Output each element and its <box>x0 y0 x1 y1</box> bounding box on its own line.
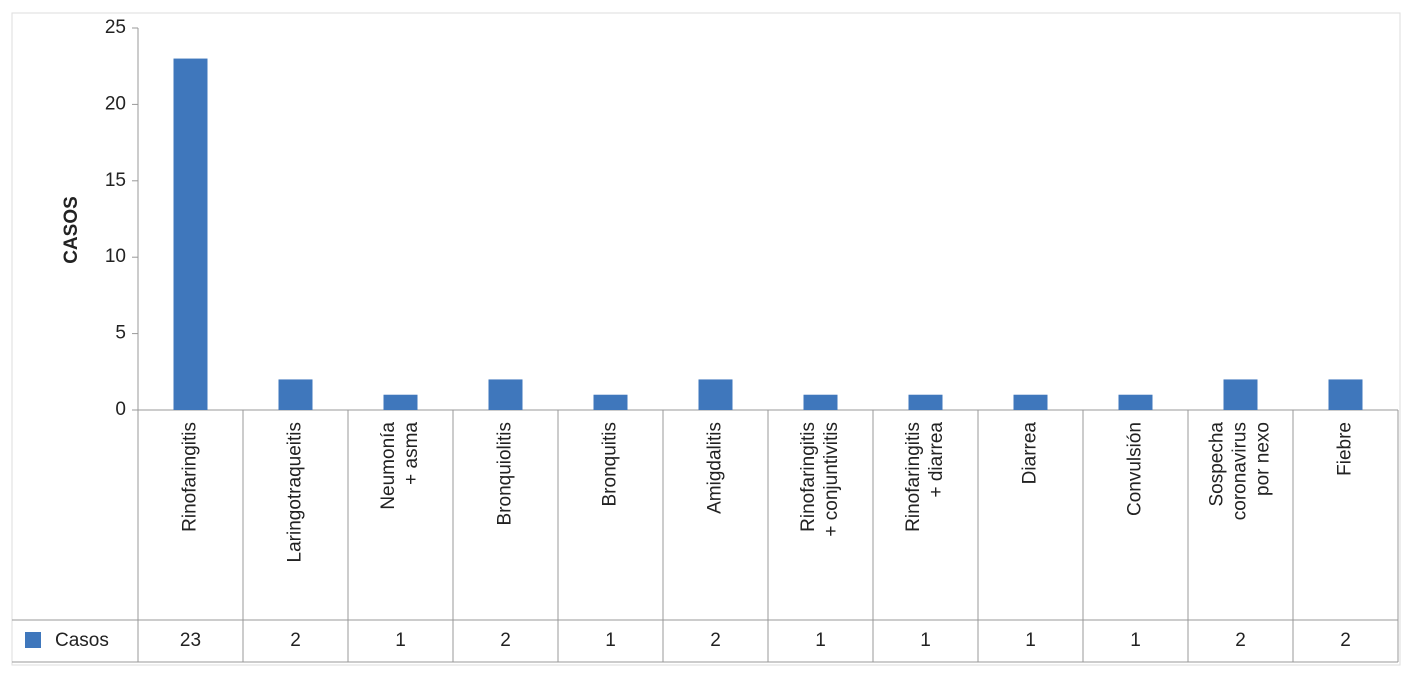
table-value: 1 <box>395 630 406 651</box>
x-tick-label: Fiebre <box>1335 422 1356 476</box>
y-tick-label: 15 <box>105 170 126 191</box>
table-value: 1 <box>815 630 826 651</box>
bar <box>1013 394 1048 410</box>
table-value: 1 <box>1025 630 1036 651</box>
table-value: 2 <box>710 630 721 651</box>
x-tick-label: Diarrea <box>1020 422 1041 485</box>
bar <box>1118 394 1153 410</box>
x-tick-label: Convulsión <box>1125 422 1146 516</box>
table-value: 2 <box>1235 630 1246 651</box>
y-tick-label: 20 <box>105 93 126 114</box>
x-tick-label: Rinofaringitis+ diarrea <box>903 422 947 532</box>
table-value: 2 <box>500 630 511 651</box>
x-tick-label: Laringotraqueitis <box>285 422 306 562</box>
x-tick-label: Bronquitis <box>600 422 621 507</box>
y-tick-label: 0 <box>115 399 126 420</box>
bar <box>803 394 838 410</box>
table-value: 1 <box>1130 630 1141 651</box>
y-tick-label: 25 <box>105 17 126 38</box>
x-tick-label: Neumonía+ asma <box>378 422 422 510</box>
frame <box>11 12 1401 666</box>
bar <box>1223 379 1258 410</box>
legend-swatch <box>25 632 41 648</box>
x-tick-label: Rinofaringitis <box>180 422 201 532</box>
bar <box>698 379 733 410</box>
legend-label: Casos <box>55 630 109 651</box>
x-tick-label: Rinofaringitis+ conjuntivitis <box>798 422 842 537</box>
table-value: 1 <box>605 630 616 651</box>
y-tick-label: 5 <box>115 323 126 344</box>
y-tick-label: 10 <box>105 246 126 267</box>
x-tick-label: Amigdalitis <box>705 422 726 514</box>
table-value: 1 <box>920 630 931 651</box>
bar <box>593 394 628 410</box>
bar <box>1328 379 1363 410</box>
x-tick-label: Bronquiolitis <box>495 422 516 526</box>
bar <box>383 394 418 410</box>
bar <box>173 58 208 411</box>
table-value: 2 <box>1340 630 1351 651</box>
table-value: 2 <box>290 630 301 651</box>
y-axis-label: CASOS <box>61 196 82 264</box>
bar <box>908 394 943 410</box>
table-value: 23 <box>180 630 201 651</box>
bar <box>278 379 313 410</box>
x-tick-label: Sospechacoronaviruspor nexo <box>1207 422 1274 521</box>
bar <box>488 379 523 410</box>
